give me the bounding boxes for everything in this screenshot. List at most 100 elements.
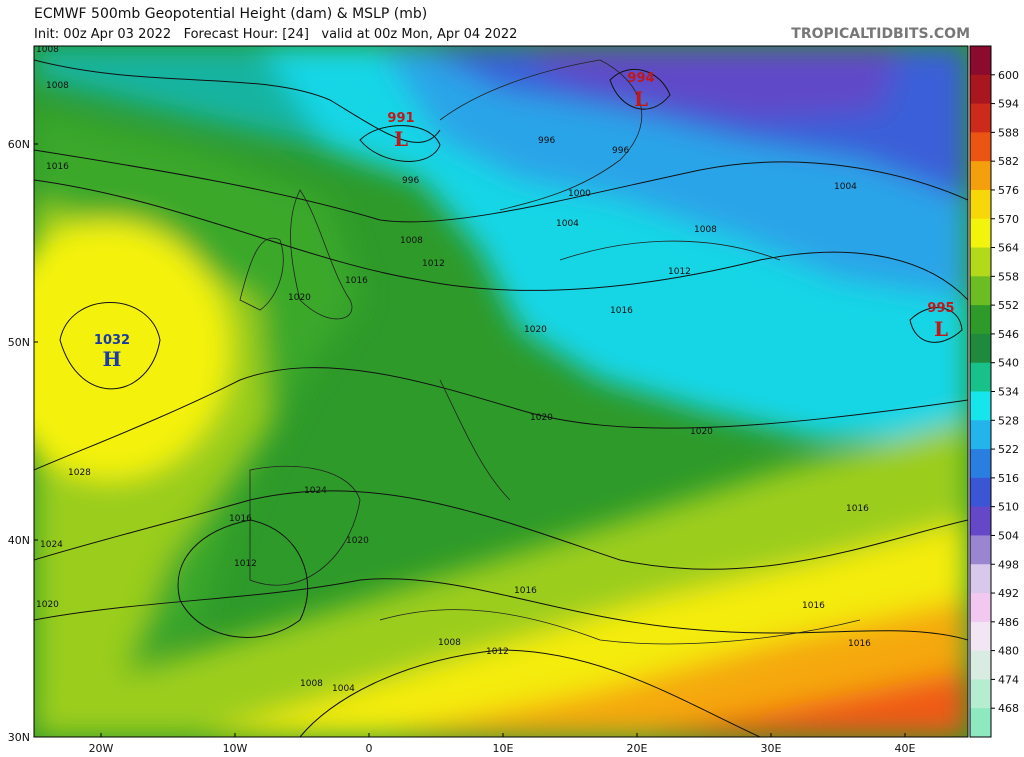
- isobar-label: 1028: [68, 468, 91, 478]
- lat-label: 50N: [8, 336, 30, 349]
- colorbar-swatch: [970, 477, 991, 508]
- colorbar-label: 546: [998, 328, 1019, 341]
- isobar-label: 1016: [229, 514, 252, 524]
- lon-label: 10W: [223, 742, 248, 755]
- pressure-centers: 991 L 994 L 995 L 1032 H: [94, 71, 955, 371]
- lat-label: 60N: [8, 138, 30, 151]
- isobar-label: 1020: [690, 427, 713, 437]
- isobar-label: 1020: [524, 325, 547, 335]
- colorbar-swatch: [970, 650, 991, 680]
- isobar-label: 1004: [556, 219, 579, 229]
- colorbar-swatch: [970, 449, 991, 479]
- colorbar-label: 594: [998, 98, 1019, 111]
- colorbar-label: 570: [998, 213, 1019, 226]
- map-frame: [33, 45, 969, 738]
- isobar-labels: 1008 1008 1016 996 996 996 1000 1004 100…: [36, 45, 871, 694]
- colorbar-label: 492: [998, 587, 1019, 600]
- colorbar-swatch: [970, 333, 991, 364]
- colorbar-swatch: [970, 564, 991, 594]
- isobar-label: 1008: [300, 679, 323, 689]
- colorbar-label: 486: [998, 616, 1019, 629]
- center-value: 991: [387, 111, 414, 126]
- colorbar-swatch: [970, 679, 991, 709]
- colorbar-label: 534: [998, 386, 1019, 399]
- colorbar-swatch: [970, 247, 991, 277]
- colorbar-label: 540: [998, 357, 1019, 370]
- isobar-label: 996: [538, 136, 555, 146]
- center-symbol: H: [103, 347, 122, 371]
- center-symbol: L: [394, 127, 408, 151]
- center-value: 994: [627, 71, 654, 86]
- colorbar-label: 552: [998, 299, 1019, 312]
- lon-label: 20W: [89, 742, 114, 755]
- isobar-label: 1016: [610, 306, 633, 316]
- map-field: 1008 1008 1016 996 996 996 1000 1004 100…: [34, 45, 968, 737]
- isobar-label: 1016: [514, 586, 537, 596]
- isobar-label: 996: [612, 146, 629, 156]
- subtitle: Init: 00z Apr 03 2022 Forecast Hour: [24…: [34, 27, 517, 42]
- colorbar-swatch: [970, 420, 991, 450]
- isobar-label: 1008: [694, 225, 717, 235]
- colorbar-label: 468: [998, 702, 1019, 715]
- colorbar-swatch: [970, 708, 991, 738]
- isobar-label: 1024: [40, 540, 63, 550]
- lon-label: 0: [366, 742, 373, 755]
- lat-label: 40N: [8, 534, 30, 547]
- lon-label: 10E: [493, 742, 514, 755]
- colorbar-swatch: [970, 535, 991, 565]
- colorbar-label: 498: [998, 558, 1019, 571]
- isobar-label: 1004: [332, 684, 355, 694]
- isobar-label: 1016: [345, 276, 368, 286]
- source: TROPICALTIDBITS.COM: [791, 26, 970, 42]
- colorbar-label: 576: [998, 184, 1019, 197]
- isobar-label: 1012: [486, 647, 509, 657]
- lat-label: 30N: [8, 731, 30, 744]
- colorbar-label: 474: [998, 673, 1019, 686]
- isobar-label: 1000: [568, 189, 591, 199]
- colorbar-swatch: [970, 132, 991, 162]
- center-value: 1032: [94, 333, 130, 348]
- colorbar-label: 588: [998, 126, 1019, 139]
- colorbar-swatch: [970, 46, 991, 76]
- colorbar-label: 600: [998, 69, 1019, 82]
- lon-label: 40E: [895, 742, 916, 755]
- lon-label: 30E: [761, 742, 782, 755]
- colorbar-swatch: [970, 621, 991, 652]
- title: ECMWF 500mb Geopotential Height (dam) & …: [34, 6, 427, 22]
- colorbar-swatch: [970, 218, 991, 249]
- isobar-label: 1020: [288, 293, 311, 303]
- colorbar-swatch: [970, 161, 991, 191]
- colorbar-swatch: [970, 391, 991, 421]
- isobar-label: 1008: [400, 236, 423, 246]
- colorbar-label: 582: [998, 155, 1019, 168]
- isobar-label: 1012: [234, 559, 257, 569]
- isobar-label: 1016: [846, 504, 869, 514]
- lon-label: 20E: [627, 742, 648, 755]
- center-value: 995: [927, 301, 954, 316]
- axes: 60N 50N 40N 30N 20W 10W 0 10E 20E 30E 40E: [8, 138, 916, 755]
- colorbar-swatch: [970, 276, 991, 306]
- isobar-label: 1016: [848, 639, 871, 649]
- isobar-label: 1020: [530, 413, 553, 423]
- colorbar-label: 480: [998, 645, 1019, 658]
- isobar-label: 996: [402, 176, 419, 186]
- colorbar-label: 564: [998, 242, 1019, 255]
- center-symbol: L: [634, 87, 648, 111]
- colorbar-swatch: [970, 593, 991, 623]
- isobar-label: 1012: [422, 259, 445, 269]
- colorbar-swatch: [970, 189, 991, 220]
- isobar-label: 1008: [36, 45, 59, 55]
- colorbar-swatch: [970, 362, 991, 392]
- isobar-label: 1012: [668, 267, 691, 277]
- center-symbol: L: [934, 317, 948, 341]
- coastlines: [239, 59, 861, 645]
- isobar-label: 1008: [46, 81, 69, 91]
- colorbar-swatch: [970, 103, 991, 133]
- colorbar: 600 594 588 582 576 570 564 558 552 546 540 534 528 5…: [969, 45, 1019, 738]
- colorbar-label: 504: [998, 529, 1019, 542]
- isobar-label: 1004: [834, 182, 857, 192]
- colorbar-swatch: [970, 506, 991, 536]
- isobar-label: 1016: [46, 162, 69, 172]
- colorbar-label: 558: [998, 270, 1019, 283]
- isobar-label: 1016: [802, 601, 825, 611]
